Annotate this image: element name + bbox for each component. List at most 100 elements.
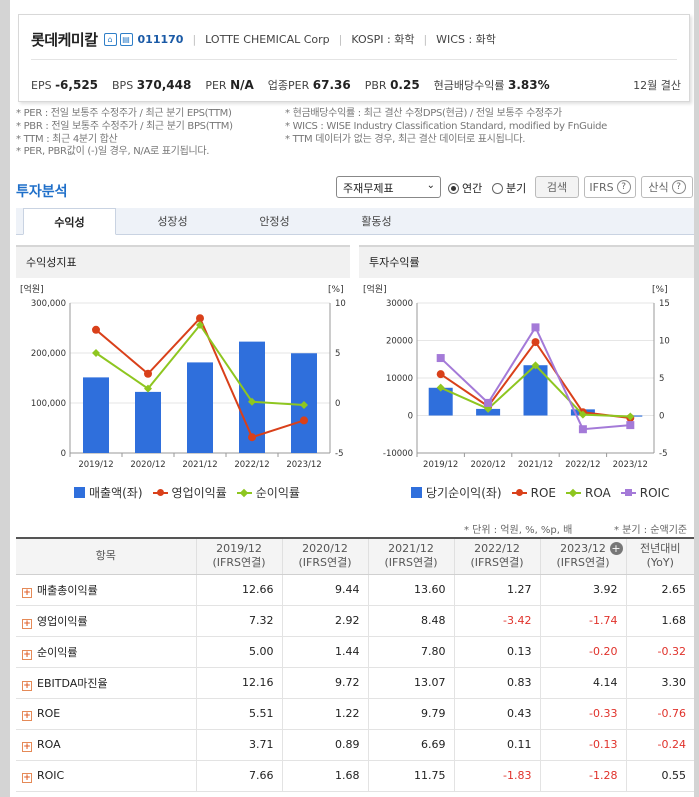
expand-icon[interactable]: + xyxy=(22,649,32,660)
bar xyxy=(83,377,109,453)
company-info: 롯데케미칼 ⌂ ▤ 011170 | LOTTE CHEMICAL Corp |… xyxy=(31,29,496,49)
table-cell: -3.42 xyxy=(453,605,540,637)
x-tick-label: 2020/12 xyxy=(470,460,505,470)
row-label[interactable]: + EBITDA마진율 xyxy=(16,667,196,699)
item-header: 항목 xyxy=(16,537,196,575)
note-line: * PER, PBR값이 (-)일 경우, N/A로 표기됩니다. xyxy=(16,146,210,158)
expand-icon[interactable]: + xyxy=(22,618,32,629)
table-cell: 7.80 xyxy=(367,636,454,668)
x-tick-label: 2023/12 xyxy=(613,460,648,470)
y-tick-label: 0 xyxy=(61,449,66,459)
table-cell: 0.43 xyxy=(453,698,540,730)
expand-columns-icon[interactable]: + xyxy=(609,542,623,555)
ifrs-button[interactable]: IFRS? xyxy=(584,176,636,198)
tab-stability[interactable]: 안정성 xyxy=(259,215,290,228)
table-cell: -0.76 xyxy=(625,698,694,730)
y2-tick-label: 10 xyxy=(335,299,346,309)
table-cell: -0.32 xyxy=(625,636,694,668)
table-cell: -0.24 xyxy=(625,729,694,761)
data-point xyxy=(578,425,587,434)
row-label[interactable]: + ROA xyxy=(16,729,196,761)
right-axis-unit: [%] xyxy=(652,285,668,295)
row-label[interactable]: + 순이익률 xyxy=(16,636,196,668)
column-header: 2020/12 (IFRS연결) xyxy=(281,537,368,575)
expand-icon[interactable]: + xyxy=(22,710,32,721)
note-line: * TTM : 최근 4분기 합산 xyxy=(16,133,118,145)
row-label[interactable]: + 매출총이익률 xyxy=(16,574,196,606)
y-tick-label: 100,000 xyxy=(31,399,66,409)
profitability-table: 항목 2019/12 (IFRS연결) 2020/12 (IFRS연결) 2021/… xyxy=(16,537,694,792)
report-icon[interactable]: ▤ xyxy=(119,32,133,46)
company-header: 롯데케미칼 ⌂ ▤ 011170 | LOTTE CHEMICAL Corp |… xyxy=(18,14,690,102)
data-point xyxy=(92,325,100,334)
formula-button[interactable]: 산식? xyxy=(641,176,693,198)
data-point xyxy=(578,410,587,419)
right-axis-unit: [%] xyxy=(328,285,344,295)
divider: | xyxy=(423,32,428,46)
expand-icon[interactable]: + xyxy=(22,680,32,691)
radio-icon xyxy=(492,182,503,194)
expand-icon[interactable]: + xyxy=(22,741,32,752)
table-row: + 매출총이익률 12.66 9.44 13.60 1.27 3.92 2.65 xyxy=(16,574,694,606)
tab-profitability[interactable]: 수익성 xyxy=(23,208,116,235)
y2-tick-label: -5 xyxy=(335,449,343,459)
data-point xyxy=(531,323,540,332)
column-header: 2023/12 (IFRS연결) + xyxy=(539,537,626,575)
row-label[interactable]: + ROIC xyxy=(16,760,196,792)
table-cell: -1.83 xyxy=(453,760,540,792)
x-tick-label: 2023/12 xyxy=(286,460,321,470)
table-cell: -1.28 xyxy=(539,760,626,792)
legend-item: ROA xyxy=(565,486,611,500)
panel-title: 수익성지표 xyxy=(16,245,350,278)
data-point xyxy=(531,338,540,347)
wics-label: WICS : 화학 xyxy=(436,33,496,46)
per-value: N/A xyxy=(230,78,254,92)
column-header: 2022/12 (IFRS연결) xyxy=(453,537,540,575)
y-tick-label: 20000 xyxy=(386,337,413,347)
table-row: + 영업이익률 7.32 2.92 8.48 -3.42 -1.74 1.68 xyxy=(16,605,694,637)
question-icon: ? xyxy=(671,180,686,194)
note-line: * PBR : 전일 보통주 수정주가 / 최근 분기 BPS(TTM) xyxy=(16,120,233,132)
row-label[interactable]: + 영업이익률 xyxy=(16,605,196,637)
statement-select-value: 주재무제표 xyxy=(343,182,394,195)
company-name[interactable]: 롯데케미칼 xyxy=(31,30,98,49)
y2-tick-label: 5 xyxy=(659,374,664,384)
table-cell: 9.44 xyxy=(281,574,368,606)
data-point xyxy=(196,314,204,323)
x-tick-label: 2019/12 xyxy=(78,460,113,470)
industry-per-value: 67.36 xyxy=(312,78,351,92)
legend-item: ROIC xyxy=(620,486,669,500)
y-tick-label: 0 xyxy=(408,412,413,422)
table-cell: 3.71 xyxy=(195,729,282,761)
annual-radio[interactable]: 연간 xyxy=(448,180,482,196)
per-metric: PER N/A xyxy=(205,78,254,92)
table-cell: -0.33 xyxy=(539,698,626,730)
expand-icon[interactable]: + xyxy=(22,587,32,598)
search-button[interactable]: 검색 xyxy=(535,176,579,198)
y-tick-label: 30000 xyxy=(386,299,413,309)
data-point xyxy=(248,433,256,442)
home-icon[interactable]: ⌂ xyxy=(103,32,117,46)
question-icon: ? xyxy=(616,180,631,194)
notes-right: * 현금배당수익률 : 최근 결산 수정DPS(현금) / 전일 보통주 수정주… xyxy=(285,108,607,146)
table-cell: 7.66 xyxy=(195,760,282,792)
table-cell: -0.13 xyxy=(539,729,626,761)
table-row: + ROIC 7.66 1.68 11.75 -1.83 -1.28 0.55 xyxy=(16,760,694,792)
pbr-value: 0.25 xyxy=(390,78,420,92)
y2-tick-label: 0 xyxy=(335,399,340,409)
panel-title: 투자수익률 xyxy=(359,245,694,278)
table-cell: -0.20 xyxy=(539,636,626,668)
row-label[interactable]: + ROE xyxy=(16,698,196,730)
eps-metric: EPS -6,525 xyxy=(31,78,99,92)
tab-growth[interactable]: 성장성 xyxy=(157,215,188,228)
table-row: + 순이익률 5.00 1.44 7.80 0.13 -0.20 -0.32 xyxy=(16,636,694,668)
expand-icon[interactable]: + xyxy=(22,772,32,783)
table-cell: 12.16 xyxy=(195,667,282,699)
table-cell: 4.14 xyxy=(539,667,626,699)
divider: | xyxy=(338,32,343,46)
y2-tick-label: -5 xyxy=(659,449,667,459)
tab-activity[interactable]: 활동성 xyxy=(361,215,392,228)
table-cell: 0.83 xyxy=(453,667,540,699)
quarter-radio[interactable]: 분기 xyxy=(492,180,526,196)
statement-select[interactable]: 주재무제표 ⌄ xyxy=(336,176,441,198)
